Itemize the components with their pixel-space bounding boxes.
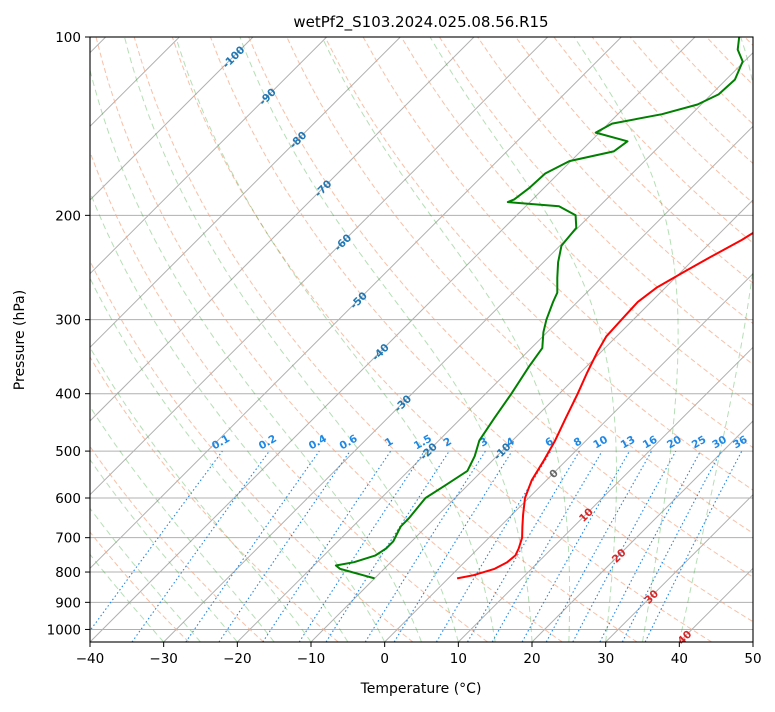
x-tick-label: −30 bbox=[149, 651, 178, 667]
plot-area bbox=[90, 37, 753, 642]
y-axis-label: Pressure (hPa) bbox=[12, 290, 28, 390]
y-tick-label: 200 bbox=[55, 208, 81, 224]
x-tick-label: −40 bbox=[76, 651, 105, 667]
x-tick-label: 20 bbox=[523, 651, 540, 667]
y-tick-label: 500 bbox=[55, 444, 81, 460]
y-tick-label: 800 bbox=[55, 565, 81, 581]
y-tick-label: 100 bbox=[55, 30, 81, 46]
y-tick-label: 700 bbox=[55, 531, 81, 547]
chart-title: wetPf2_S103.2024.025.08.56.R15 bbox=[293, 13, 548, 32]
y-tick-label: 300 bbox=[55, 313, 81, 329]
x-tick-label: 30 bbox=[597, 651, 614, 667]
x-tick-label: 40 bbox=[671, 651, 688, 667]
y-tick-label: 400 bbox=[55, 387, 81, 403]
x-tick-label: 0 bbox=[380, 651, 389, 667]
x-axis-label: Temperature (°C) bbox=[360, 681, 482, 697]
y-tick-label: 1000 bbox=[47, 622, 81, 638]
x-tick-label: 10 bbox=[450, 651, 467, 667]
x-tick-label: 50 bbox=[744, 651, 761, 667]
x-tick-label: −10 bbox=[297, 651, 326, 667]
y-tick-label: 600 bbox=[55, 491, 81, 507]
y-tick-label: 900 bbox=[55, 595, 81, 611]
x-tick-label: −20 bbox=[223, 651, 252, 667]
